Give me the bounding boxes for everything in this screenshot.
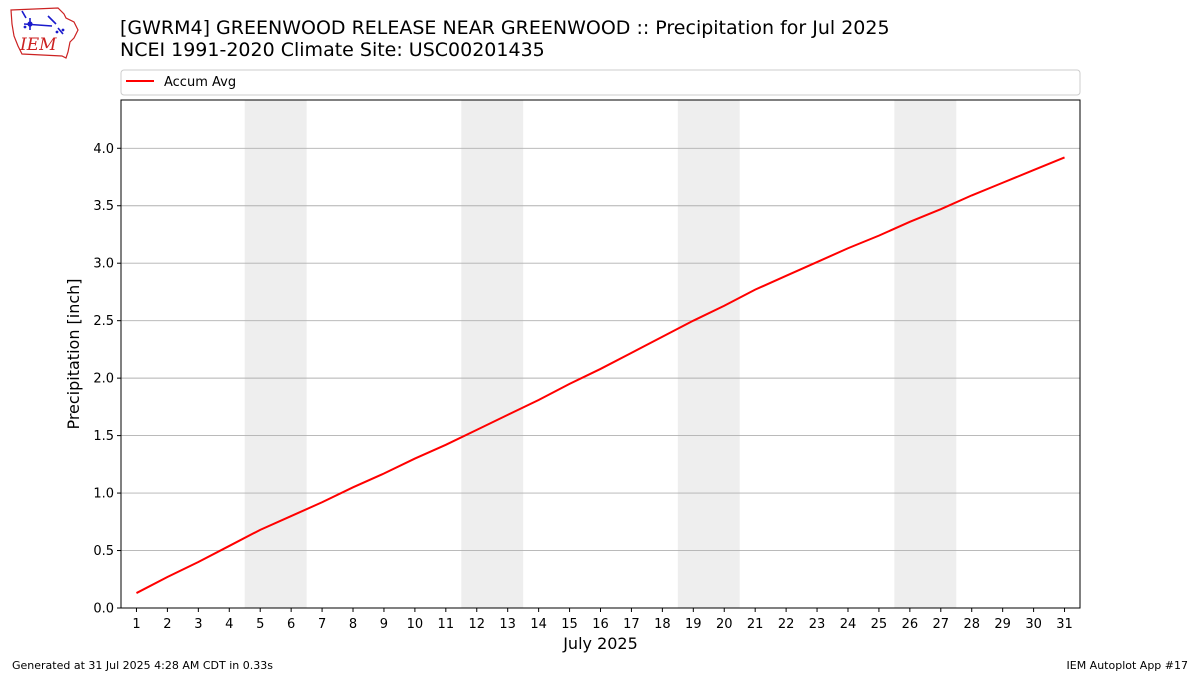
chart-subtitle: NCEI 1991-2020 Climate Site: USC00201435	[120, 39, 545, 61]
x-tick-label: 5	[256, 617, 264, 632]
x-tick-label: 24	[840, 617, 857, 632]
x-tick-label: 14	[530, 617, 547, 632]
x-tick-label: 19	[685, 617, 702, 632]
x-tick-label: 10	[407, 617, 424, 632]
x-tick-label: 23	[809, 617, 826, 632]
x-tick-label: 8	[349, 617, 357, 632]
x-tick-label: 30	[1025, 617, 1042, 632]
legend-label: Accum Avg	[164, 75, 236, 90]
x-tick-label: 2	[163, 617, 171, 632]
y-tick-label: 2.0	[93, 372, 114, 387]
weekend-band	[461, 100, 524, 608]
x-tick-label: 28	[963, 617, 980, 632]
x-tick-label: 29	[994, 617, 1011, 632]
x-tick-label: 16	[592, 617, 609, 632]
y-tick-label: 4.0	[93, 142, 114, 157]
iowa-state-outline	[10, 7, 79, 59]
x-tick-label: 18	[654, 617, 671, 632]
x-tick-label: 17	[623, 617, 640, 632]
logo-text: IEM	[19, 35, 57, 55]
generated-timestamp: Generated at 31 Jul 2025 4:28 AM CDT in …	[12, 659, 273, 672]
x-axis-label: July 2025	[562, 634, 638, 653]
legend-box	[120, 69, 1081, 96]
plot-frame	[120, 99, 1081, 609]
app-id: IEM Autoplot App #17	[1066, 659, 1189, 672]
y-tick-label: 0.5	[93, 544, 114, 559]
y-tick-label: 0.0	[93, 602, 114, 617]
x-tick-label: 4	[225, 617, 233, 632]
y-tick-label: 3.0	[93, 257, 114, 272]
y-tick-label: 1.5	[93, 429, 114, 444]
y-tick-label: 2.5	[93, 314, 114, 329]
x-tick-label: 12	[468, 617, 485, 632]
x-tick-label: 15	[561, 617, 578, 632]
x-tick-label: 13	[499, 617, 516, 632]
weekend-band	[677, 100, 740, 608]
x-tick-label: 27	[933, 617, 950, 632]
x-tick-label: 11	[438, 617, 455, 632]
y-axis-label: Precipitation [inch]	[64, 278, 83, 429]
x-tick-label: 1	[132, 617, 140, 632]
weekend-band	[894, 100, 957, 608]
x-tick-label: 31	[1056, 617, 1073, 632]
x-tick-label: 7	[318, 617, 326, 632]
x-tick-label: 20	[716, 617, 733, 632]
series-line-accum-avg	[136, 156, 1065, 594]
x-tick-label: 3	[194, 617, 202, 632]
iem-logo: IEM	[10, 7, 79, 59]
y-tick-label: 3.5	[93, 199, 114, 214]
weekend-band	[244, 100, 307, 608]
x-tick-label: 22	[778, 617, 795, 632]
chart-title: [GWRM4] GREENWOOD RELEASE NEAR GREENWOOD…	[120, 17, 890, 39]
x-tick-label: 21	[747, 617, 764, 632]
x-tick-label: 26	[902, 617, 919, 632]
x-tick-label: 25	[871, 617, 888, 632]
y-tick-label: 1.0	[93, 487, 114, 502]
x-tick-label: 9	[380, 617, 388, 632]
x-tick-label: 6	[287, 617, 295, 632]
